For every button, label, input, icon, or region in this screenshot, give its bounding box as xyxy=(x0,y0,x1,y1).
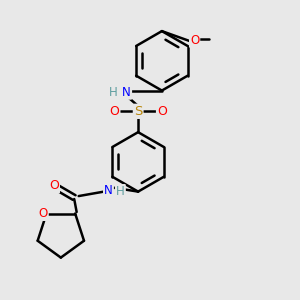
Text: N: N xyxy=(104,184,113,196)
Text: O: O xyxy=(38,207,48,220)
Text: H: H xyxy=(109,85,117,98)
Text: N: N xyxy=(104,184,113,196)
Text: O: O xyxy=(157,105,167,118)
Text: N: N xyxy=(122,85,131,98)
Text: N: N xyxy=(122,85,131,98)
Text: O: O xyxy=(49,179,59,192)
Text: S: S xyxy=(134,105,142,118)
Text: O: O xyxy=(49,179,59,192)
Text: O: O xyxy=(190,34,199,46)
Text: O: O xyxy=(110,105,119,118)
Text: S: S xyxy=(134,105,142,118)
Text: O: O xyxy=(190,34,199,46)
Text: O: O xyxy=(38,207,48,220)
Text: H: H xyxy=(109,85,117,98)
Text: O: O xyxy=(157,105,167,118)
Text: O: O xyxy=(110,105,119,118)
Text: H: H xyxy=(116,185,125,198)
Text: H: H xyxy=(116,185,125,198)
